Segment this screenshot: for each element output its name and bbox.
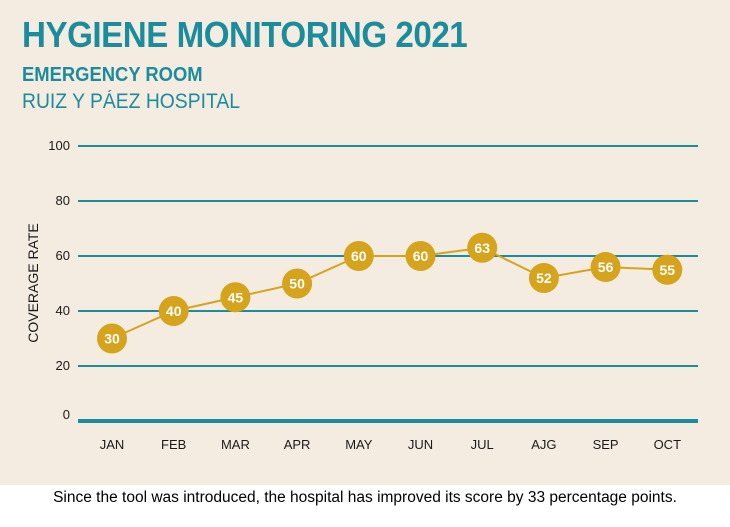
data-point: 56 bbox=[590, 252, 621, 282]
data-marker bbox=[405, 241, 436, 271]
data-label: 50 bbox=[289, 276, 305, 292]
data-label: 30 bbox=[104, 331, 120, 347]
data-point: 60 bbox=[405, 241, 436, 271]
data-point: 60 bbox=[343, 241, 374, 271]
data-label: 45 bbox=[228, 289, 244, 305]
x-tick-label: MAY bbox=[345, 437, 373, 452]
data-label: 55 bbox=[660, 262, 676, 278]
x-tick-label: MAR bbox=[221, 437, 250, 452]
line-chart: 0 20 40 60 80 100 COVERAGE RATE JAN FEB MAR APR M… bbox=[25, 138, 698, 452]
data-label: 63 bbox=[474, 240, 490, 256]
x-tick-label: OCT bbox=[654, 437, 682, 452]
series-polyline bbox=[111, 246, 668, 340]
data-marker bbox=[590, 252, 621, 282]
x-tick-label: FEB bbox=[161, 437, 186, 452]
data-label: 60 bbox=[413, 248, 429, 264]
data-marker bbox=[282, 268, 313, 299]
data-marker bbox=[343, 241, 374, 271]
data-label: 56 bbox=[598, 259, 614, 275]
data-point: 50 bbox=[282, 268, 313, 299]
x-tick-label: APR bbox=[284, 437, 311, 452]
chart-subtitle: EMERGENCY ROOM bbox=[22, 64, 203, 86]
x-tick-label: JUN bbox=[408, 437, 433, 452]
data-label: 40 bbox=[166, 303, 182, 319]
y-tick-label: 60 bbox=[56, 248, 70, 263]
chart-footnote: Since the tool was introduced, the hospi… bbox=[53, 489, 677, 506]
data-point: 40 bbox=[158, 296, 189, 326]
series-line bbox=[111, 246, 668, 340]
y-tick-label: 80 bbox=[56, 193, 70, 208]
data-marker bbox=[97, 323, 127, 354]
y-tick-label: 100 bbox=[48, 138, 70, 153]
data-marker bbox=[528, 263, 559, 293]
y-axis-title: COVERAGE RATE bbox=[25, 223, 41, 343]
x-axis-ticks: JAN FEB MAR APR MAY JUN JUL AJG SEP OCT bbox=[100, 437, 681, 452]
data-point: 52 bbox=[528, 263, 559, 293]
gridlines bbox=[78, 145, 698, 423]
y-axis-ticks: 0 20 40 60 80 100 bbox=[48, 138, 70, 422]
data-marker bbox=[158, 296, 189, 326]
chart-subtitle-hospital: RUIZ Y PÁEZ HOSPITAL bbox=[22, 90, 240, 113]
data-point: 63 bbox=[467, 232, 498, 263]
data-markers: 30 40 45 50 60 60 63 52 56 55 bbox=[97, 232, 683, 354]
data-label: 52 bbox=[536, 270, 552, 286]
y-tick-label: 0 bbox=[63, 407, 70, 422]
data-marker bbox=[220, 282, 251, 313]
x-tick-label: JAN bbox=[100, 437, 125, 452]
x-tick-label: JUL bbox=[471, 437, 494, 452]
data-point: 45 bbox=[220, 282, 251, 313]
y-tick-label: 20 bbox=[56, 358, 70, 373]
data-marker bbox=[652, 254, 683, 285]
chart-title: HYGIENE MONITORING 2021 bbox=[22, 14, 468, 55]
data-point: 30 bbox=[97, 323, 127, 354]
x-tick-label: AJG bbox=[531, 437, 556, 452]
y-tick-label: 40 bbox=[56, 303, 70, 318]
x-tick-label: SEP bbox=[593, 437, 619, 452]
data-point: 55 bbox=[652, 254, 683, 285]
data-label: 60 bbox=[351, 248, 367, 264]
data-marker bbox=[467, 232, 498, 263]
